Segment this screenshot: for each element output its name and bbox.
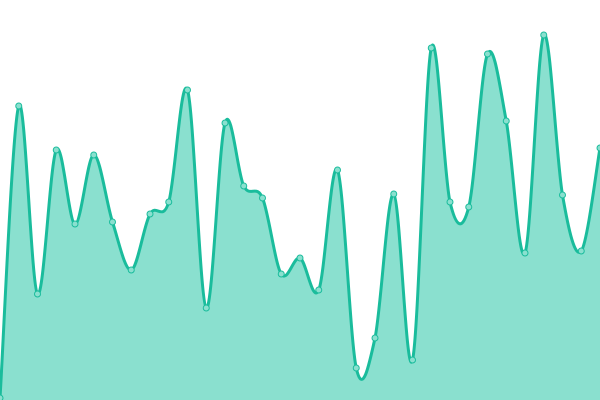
- data-point-27: [502, 117, 510, 125]
- data-point-0: [0, 394, 4, 400]
- data-points: [0, 31, 600, 400]
- data-point-4: [71, 220, 79, 228]
- data-point-26: [484, 50, 491, 58]
- data-point-16: [296, 254, 304, 262]
- data-point-31: [577, 247, 585, 255]
- data-point-6: [109, 218, 116, 226]
- data-point-5: [90, 151, 98, 159]
- data-point-28: [521, 249, 529, 257]
- data-point-22: [409, 356, 416, 364]
- area-fill: [0, 34, 600, 400]
- data-point-23: [427, 44, 435, 52]
- data-point-13: [240, 182, 248, 190]
- data-point-30: [559, 191, 566, 199]
- data-point-24: [446, 198, 454, 206]
- data-point-32: [596, 144, 600, 152]
- data-point-7: [127, 266, 135, 274]
- data-point-11: [202, 304, 210, 312]
- data-point-15: [277, 270, 285, 278]
- data-point-14: [259, 194, 266, 202]
- data-point-17: [315, 286, 323, 294]
- data-point-29: [540, 31, 548, 39]
- data-point-2: [34, 290, 41, 298]
- data-point-21: [390, 190, 398, 198]
- data-point-9: [165, 198, 173, 206]
- data-point-10: [184, 86, 191, 94]
- data-point-12: [221, 119, 229, 127]
- data-point-8: [146, 210, 154, 218]
- data-point-25: [465, 203, 473, 211]
- data-point-19: [352, 364, 360, 372]
- data-point-3: [52, 146, 60, 154]
- data-point-18: [334, 166, 341, 174]
- data-point-1: [15, 102, 23, 110]
- data-point-20: [371, 334, 379, 342]
